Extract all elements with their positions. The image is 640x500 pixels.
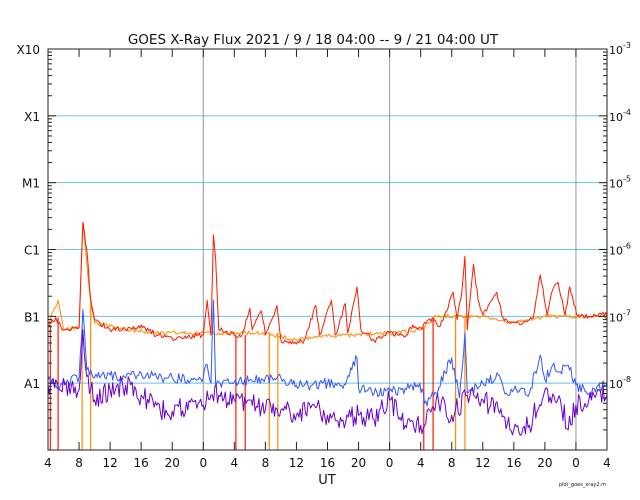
x-tick-label: 20 xyxy=(165,456,180,470)
x-tick-label: 8 xyxy=(262,456,270,470)
x-tick-label: 12 xyxy=(289,456,304,470)
flux-label: 10-3 xyxy=(609,41,631,57)
x-tick-label: 20 xyxy=(537,456,552,470)
x-axis-label: UT xyxy=(318,473,336,488)
x-tick-label: 4 xyxy=(44,456,52,470)
series-short-secondary xyxy=(47,329,608,436)
flux-label: 10-4 xyxy=(609,108,631,124)
x-tick-label: 0 xyxy=(199,456,207,470)
x-tick-label: 4 xyxy=(231,456,239,470)
series-line xyxy=(47,221,608,345)
chart-title: GOES X-Ray Flux 2021 / 9 / 18 04:00 -- 9… xyxy=(128,32,499,48)
grid xyxy=(48,49,607,450)
flux-label: 10-6 xyxy=(609,242,631,258)
x-tick-label: 12 xyxy=(102,456,117,470)
flux-label: 10-5 xyxy=(609,175,631,191)
series-line xyxy=(47,329,608,436)
flare-class-label: X1 xyxy=(24,110,40,124)
credit-text: plot_goes_xray2.m xyxy=(559,482,606,488)
x-tick-label: 0 xyxy=(386,456,394,470)
axis-ticks xyxy=(47,49,608,451)
flare-class-label: B1 xyxy=(24,310,40,324)
x-tick-label: 0 xyxy=(572,456,580,470)
series-long-secondary xyxy=(47,223,608,450)
series-line xyxy=(47,299,608,407)
x-tick-label: 8 xyxy=(448,456,456,470)
series-group xyxy=(47,221,608,450)
series-short-primary xyxy=(47,299,608,407)
x-tick-label: 16 xyxy=(506,456,521,470)
x-tick-label: 16 xyxy=(320,456,335,470)
axis-labels: 4 8 12 16 20 0 4 8 12 16 20 0 4 8 12 16 20 0 4 X10 X1 M1 C1 B1 A… xyxy=(17,41,631,470)
x-tick-label: 4 xyxy=(603,456,611,470)
flux-label: 10-7 xyxy=(609,308,631,324)
flare-class-label: X10 xyxy=(17,43,41,57)
x-tick-label: 4 xyxy=(417,456,425,470)
series-line xyxy=(47,223,608,341)
x-tick-label: 16 xyxy=(134,456,149,470)
flare-class-label: C1 xyxy=(24,244,40,258)
x-tick-label: 8 xyxy=(75,456,83,470)
x-tick-label: 20 xyxy=(351,456,366,470)
flux-label: 10-8 xyxy=(609,375,631,391)
flare-class-label: A1 xyxy=(24,377,40,391)
flare-class-label: M1 xyxy=(22,177,40,191)
x-tick-label: 12 xyxy=(475,456,490,470)
